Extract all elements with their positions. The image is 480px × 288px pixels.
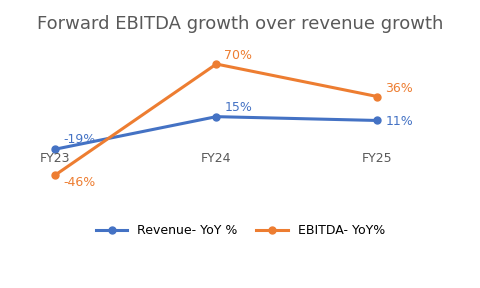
Text: 70%: 70% <box>224 49 252 62</box>
Text: 11%: 11% <box>384 115 412 128</box>
Text: FY25: FY25 <box>361 152 392 165</box>
Revenue- YoY % <box>374 119 380 122</box>
Title: Forward EBITDA growth over revenue growth: Forward EBITDA growth over revenue growt… <box>37 15 443 33</box>
EBITDA- YoY% <box>374 95 380 98</box>
Text: FY23: FY23 <box>40 152 71 165</box>
Legend: Revenue- YoY %, EBITDA- YoY%: Revenue- YoY %, EBITDA- YoY% <box>91 219 389 242</box>
EBITDA- YoY% <box>213 62 219 66</box>
Line: EBITDA- YoY%: EBITDA- YoY% <box>52 60 380 179</box>
Revenue- YoY % <box>52 147 58 151</box>
Text: -46%: -46% <box>63 176 96 189</box>
Text: -19%: -19% <box>63 133 96 146</box>
Revenue- YoY % <box>213 115 219 118</box>
Text: 15%: 15% <box>224 101 252 114</box>
Text: FY24: FY24 <box>201 152 231 165</box>
Text: 36%: 36% <box>384 82 412 95</box>
EBITDA- YoY% <box>52 173 58 177</box>
Line: Revenue- YoY %: Revenue- YoY % <box>52 113 380 153</box>
